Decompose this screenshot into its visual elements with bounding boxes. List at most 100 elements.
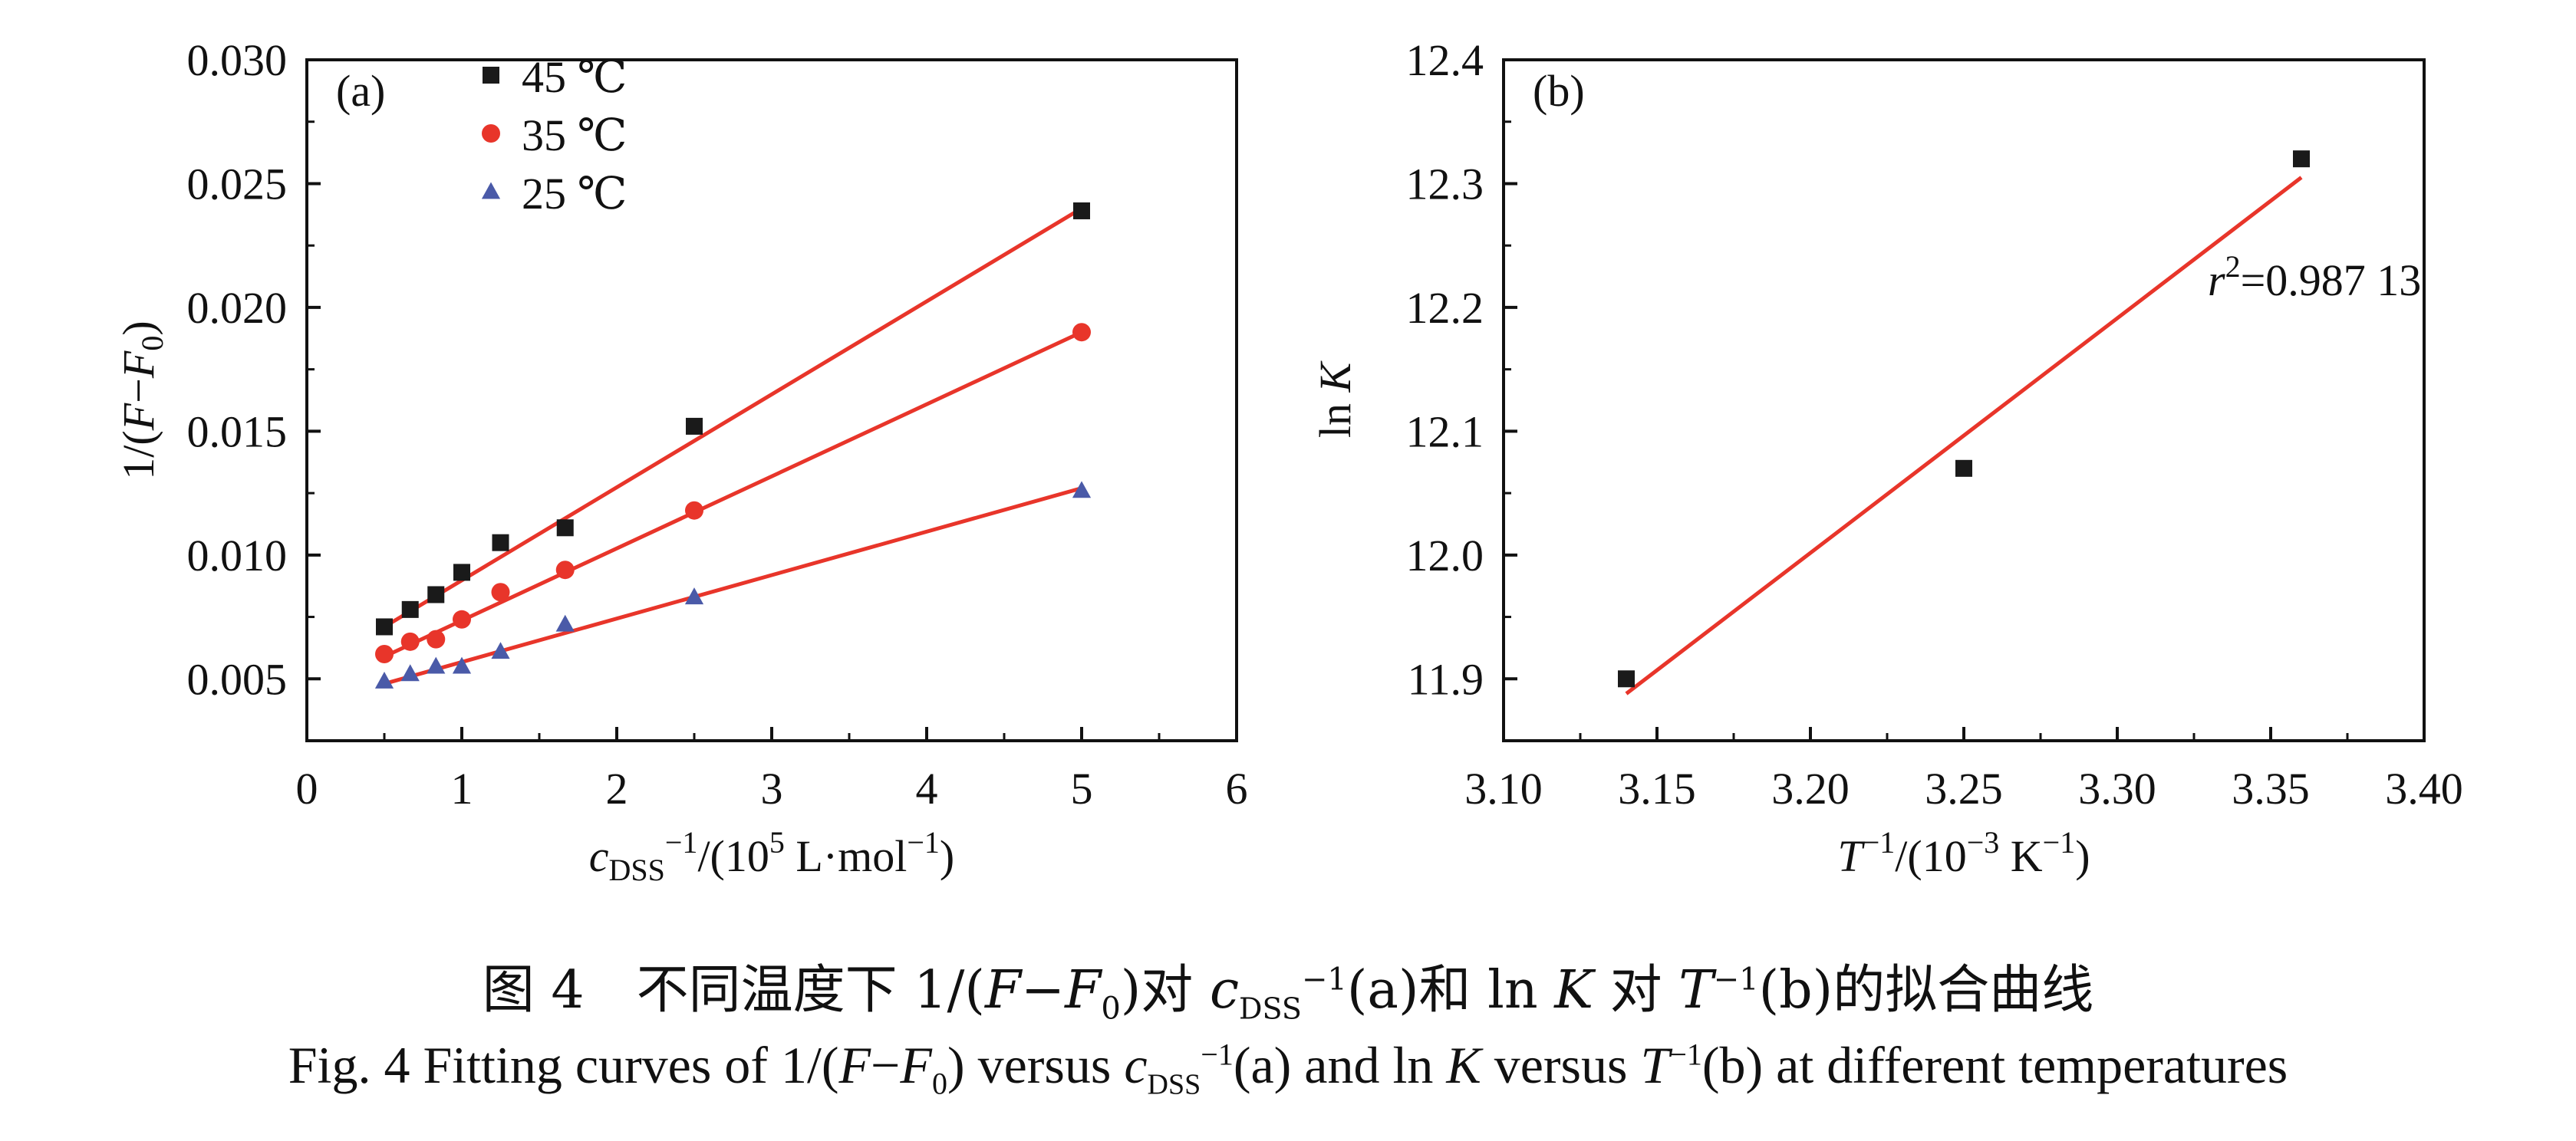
panel-b-plot-frame [1502, 58, 2426, 742]
y-tick-label: 0.015 [187, 406, 288, 456]
legend-marker [482, 124, 500, 143]
data-point [1618, 670, 1635, 688]
panel-a-data-points [374, 202, 1092, 689]
cap-zh-c: c [1209, 960, 1240, 1021]
y-label-F0: F [114, 350, 163, 379]
x-tick-label: 3 [761, 764, 783, 814]
panel-b-r2-annotation: r2=0.987 13 [2208, 249, 2421, 305]
legend-marker [483, 67, 499, 84]
x-label-mid: /(10 [697, 831, 769, 881]
panel-a-x-axis-label: cDSS−1/(105 L·mol−1) [589, 825, 955, 887]
fit-line [383, 330, 1083, 659]
panel-a-fit-lines [383, 206, 1083, 686]
x-tick-label: 3.20 [1771, 764, 1850, 814]
cap-zh-F0: F [1065, 960, 1102, 1021]
panel-b-y-axis-label: ln K [1310, 360, 1360, 439]
cap-zh-sup1: −1 [1301, 962, 1347, 998]
data-point [427, 586, 445, 603]
x-label-sup2: 5 [769, 825, 785, 860]
y-tick-label: 12.4 [1406, 35, 1484, 85]
cap-zh-p1: 图 4 不同温度下 1/( [482, 960, 985, 1021]
y-label-pre: 1/( [114, 430, 163, 479]
cap-en-sup2: −1 [1669, 1037, 1702, 1072]
caption-chinese: 图 4 不同温度下 1/(F−F0)对 cDSS−1(a)和 ln K 对 T−… [0, 947, 2576, 1027]
y-tick-label: 0.005 [187, 654, 288, 704]
cap-zh-p3: (a)和 ln [1346, 960, 1555, 1021]
cap-en-sub0: 0 [931, 1066, 947, 1101]
y-label-F: F [114, 403, 163, 431]
x-tick-label: 3.25 [1925, 764, 2003, 814]
x-label-unit: K [1999, 831, 2043, 881]
y-tick-label: 0.030 [187, 35, 288, 85]
legend-label: 25 ℃ [522, 169, 627, 219]
x-label-mid: /(10 [1895, 831, 1966, 881]
cap-zh-sub0: 0 [1101, 991, 1121, 1027]
data-point [1072, 481, 1092, 498]
cap-en-F0: F [900, 1036, 932, 1094]
x-tick-label: 3.40 [2385, 764, 2463, 814]
x-tick-label: 3.15 [1618, 764, 1696, 814]
x-label-unit: L·mol [785, 831, 907, 881]
y-tick-label: 11.9 [1408, 654, 1484, 704]
cap-en-T: T [1640, 1036, 1670, 1094]
x-label-var: c [589, 831, 609, 881]
panel-b-chart: 3.10 3.15 3.20 3.25 3.30 3.35 3.40 11.9 12.0 12.1… [1310, 35, 2463, 881]
cap-en-p1: Fig. 4 Fitting curves of 1/( [288, 1036, 839, 1094]
x-label-end: ) [2075, 831, 2090, 881]
x-tick-label: 2 [606, 764, 628, 814]
x-label-end: ) [940, 831, 954, 881]
legend-marker [481, 182, 501, 199]
cap-en-F: F [838, 1036, 871, 1094]
cap-en-p4: versus [1481, 1036, 1641, 1094]
cap-en-dash: − [871, 1036, 901, 1094]
data-point [1073, 202, 1090, 219]
data-point [2293, 150, 2310, 168]
data-point [491, 583, 510, 602]
y-label-sub: 0 [135, 336, 170, 351]
data-point [400, 632, 420, 651]
y-tick-label: 12.1 [1406, 406, 1484, 456]
legend-label: 45 ℃ [522, 52, 627, 102]
data-point [685, 501, 703, 520]
data-point [452, 656, 472, 674]
data-point [684, 587, 704, 605]
x-label-sup3: −1 [907, 825, 940, 860]
r2-sup: 2 [2225, 249, 2241, 284]
fit-line [384, 486, 1082, 686]
r2-value: =0.987 13 [2241, 255, 2422, 305]
caption-english: Fig. 4 Fitting curves of 1/(F−F0) versus… [0, 1035, 2576, 1102]
data-point [556, 519, 574, 537]
x-tick-label: 5 [1071, 764, 1093, 814]
panel-a-ticks: 0 1 2 3 4 5 6 0.005 0.010 0.015 0.020 0.025 0.030 [187, 35, 1248, 814]
data-point [427, 630, 446, 649]
y-tick-label: 0.020 [187, 283, 288, 333]
data-point [376, 618, 393, 636]
data-point [401, 600, 419, 618]
cap-zh-T: T [1678, 960, 1714, 1021]
cap-zh-p4: 对 [1593, 960, 1679, 1021]
panel-b-data-points [1618, 150, 2310, 688]
figure: 0 1 2 3 4 5 6 0.005 0.010 0.015 0.020 0.025 0.030 (a… [114, 35, 2463, 887]
x-tick-label: 3.35 [2232, 764, 2310, 814]
cap-en-subDSS: DSS [1147, 1068, 1201, 1101]
cap-zh-p5: (b)的拟合曲线 [1758, 960, 2094, 1021]
cap-zh-p2: )对 [1120, 960, 1210, 1021]
cap-en-p2: ) versus [947, 1036, 1125, 1094]
y-tick-label: 0.025 [187, 159, 288, 209]
x-tick-label: 6 [1226, 764, 1248, 814]
cap-en-K: K [1446, 1036, 1481, 1094]
cap-zh-sup2: −1 [1713, 962, 1759, 998]
data-point [1072, 323, 1091, 342]
panel-a-legend: 45 ℃ 35 ℃ 25 ℃ [481, 52, 627, 219]
y-label-pre: ln [1310, 393, 1360, 439]
data-point [492, 534, 509, 551]
legend-label: 35 ℃ [522, 110, 627, 160]
fit-line [383, 206, 1083, 629]
panel-a-label: (a) [336, 66, 385, 116]
data-point [374, 671, 394, 689]
cap-zh-dash: − [1021, 960, 1066, 1021]
panel-a-y-axis-label: 1/(F−F0) [114, 321, 170, 479]
y-tick-label: 12.3 [1406, 159, 1484, 209]
cap-en-c: c [1124, 1036, 1148, 1094]
panel-b-x-axis-label: T−1/(10−3 K−1) [1837, 825, 2090, 881]
